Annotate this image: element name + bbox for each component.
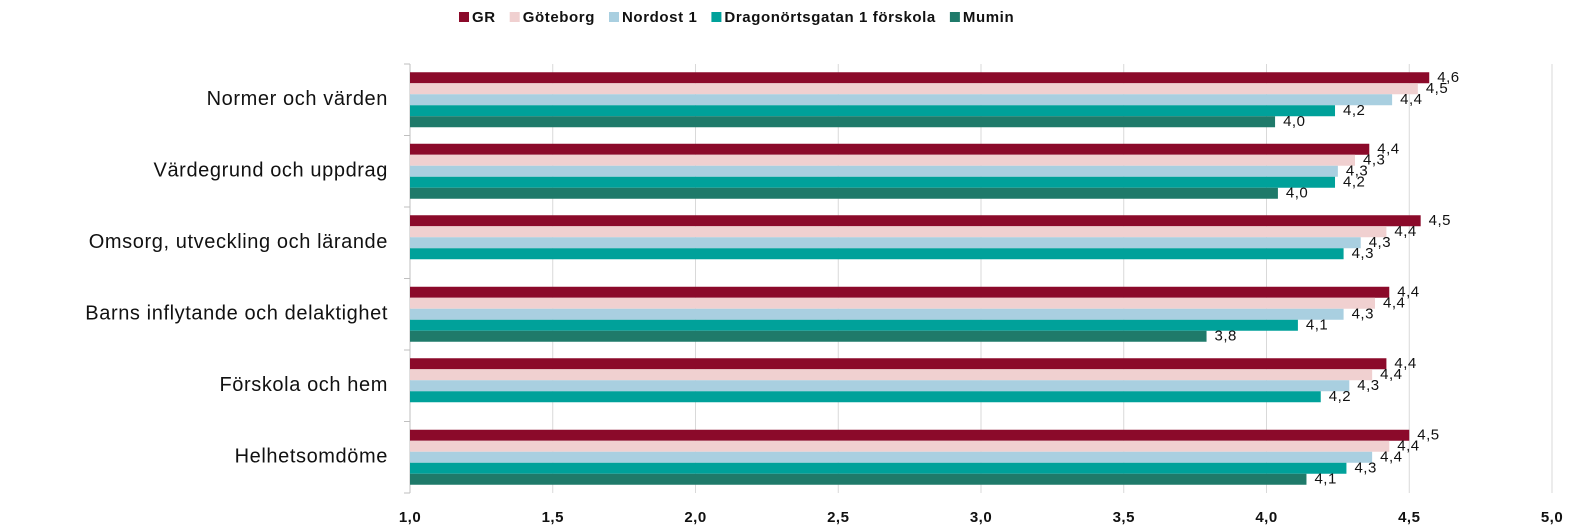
value-label: 4,4 <box>1397 438 1419 455</box>
value-label: 4,6 <box>1437 69 1459 86</box>
category-label: Omsorg, utveckling och lärande <box>89 231 388 253</box>
x-tick-label: 4,0 <box>1255 509 1277 526</box>
value-label: 4,4 <box>1394 223 1416 240</box>
x-tick-label: 2,5 <box>827 509 849 526</box>
bar <box>410 440 1390 452</box>
bar <box>410 451 1373 463</box>
x-tick-label: 2,0 <box>684 509 706 526</box>
value-label: 4,3 <box>1352 245 1374 262</box>
legend-label: Mumin <box>963 9 1014 26</box>
value-label: 4,1 <box>1306 317 1328 334</box>
bar <box>410 143 1370 155</box>
legend-swatch <box>711 12 722 22</box>
legend-label: GR <box>472 9 496 26</box>
value-label: 4,4 <box>1377 141 1399 158</box>
value-label: 4,3 <box>1363 152 1385 169</box>
bar <box>410 286 1390 298</box>
value-label: 4,3 <box>1369 234 1391 251</box>
value-label: 4,5 <box>1426 80 1448 97</box>
bar <box>410 176 1336 188</box>
value-label: 3,8 <box>1215 328 1237 345</box>
x-tick-label: 1,5 <box>542 509 564 526</box>
legend-label: Nordost 1 <box>622 9 697 26</box>
legend-label: Göteborg <box>523 9 595 26</box>
value-label: 4,4 <box>1380 449 1402 466</box>
bar <box>410 319 1298 331</box>
bar <box>410 83 1418 95</box>
bar <box>410 330 1207 342</box>
bar <box>410 237 1361 249</box>
bar <box>410 308 1344 320</box>
value-label: 4,4 <box>1383 295 1405 312</box>
value-label: 4,0 <box>1286 185 1308 202</box>
bar <box>410 226 1387 238</box>
bar <box>410 297 1375 309</box>
x-tick-label: 3,5 <box>1113 509 1135 526</box>
value-label: 4,3 <box>1354 460 1376 477</box>
value-label: 4,4 <box>1397 284 1419 301</box>
bar <box>410 72 1430 84</box>
value-label: 4,5 <box>1417 427 1439 444</box>
category-label: Normer och värden <box>207 88 388 110</box>
bar <box>410 154 1356 166</box>
value-label: 4,2 <box>1343 102 1365 119</box>
value-label: 4,0 <box>1283 113 1305 130</box>
bar <box>410 116 1276 128</box>
value-label: 4,3 <box>1357 377 1379 394</box>
legend-label: Dragonörtsgatan 1 förskola <box>724 9 936 26</box>
bar <box>410 215 1421 227</box>
legend-swatch <box>459 12 469 22</box>
bar <box>410 358 1387 370</box>
value-label: 4,4 <box>1400 91 1422 108</box>
value-label: 4,2 <box>1343 174 1365 191</box>
bar <box>410 391 1321 403</box>
value-label: 4,3 <box>1346 163 1368 180</box>
bar <box>410 429 1410 441</box>
bar <box>410 462 1347 474</box>
bar <box>410 369 1373 381</box>
bar <box>410 248 1344 260</box>
bar <box>410 94 1393 106</box>
bar <box>410 187 1278 199</box>
x-tick-label: 5,0 <box>1541 509 1563 526</box>
bar <box>410 165 1338 177</box>
value-label: 4,4 <box>1380 366 1402 383</box>
bar <box>410 105 1336 117</box>
value-label: 4,5 <box>1429 212 1451 229</box>
value-label: 4,3 <box>1352 306 1374 323</box>
bar <box>410 473 1307 485</box>
category-label: Förskola och hem <box>219 374 388 396</box>
x-tick-label: 3,0 <box>970 509 992 526</box>
value-label: 4,1 <box>1314 471 1336 488</box>
x-tick-label: 1,0 <box>399 509 421 526</box>
category-label: Värdegrund och uppdrag <box>154 160 388 182</box>
legend-swatch <box>609 12 619 22</box>
x-tick-label: 4,5 <box>1398 509 1420 526</box>
legend-swatch <box>949 12 960 22</box>
category-label: Barns inflytande och delaktighet <box>85 303 388 325</box>
legend-swatch <box>509 12 520 22</box>
value-label: 4,4 <box>1394 355 1416 372</box>
category-label: Helhetsomdöme <box>235 446 388 468</box>
value-label: 4,2 <box>1329 388 1351 405</box>
bar <box>410 380 1350 392</box>
